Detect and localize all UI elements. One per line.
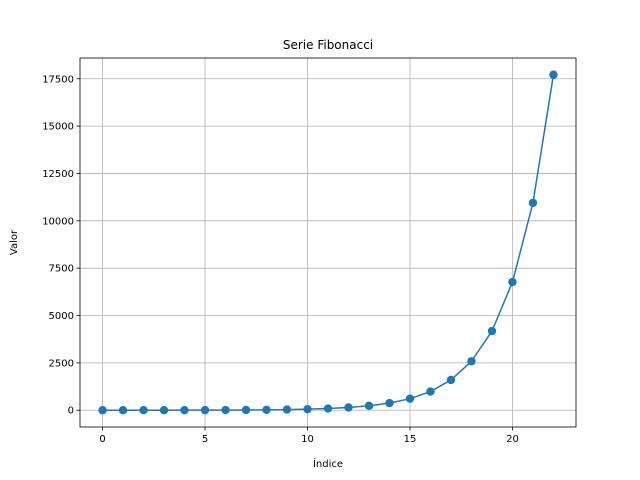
data-point: [385, 398, 394, 408]
plot-series: [98, 70, 558, 415]
x-axis-label: Índice: [313, 457, 343, 470]
y-tick-label: 10000: [42, 216, 74, 227]
y-tick-label: 15000: [42, 122, 74, 133]
data-point: [446, 375, 456, 385]
y-tick-label: 2500: [49, 358, 74, 369]
data-point: [303, 404, 312, 414]
data-point: [262, 405, 271, 415]
y-axis-label: Valor: [9, 229, 20, 255]
data-point: [528, 198, 538, 208]
x-tick-label: 5: [202, 434, 208, 445]
y-tick-label: 5000: [49, 311, 74, 322]
data-point: [180, 405, 189, 415]
data-point: [159, 405, 169, 415]
data-point: [426, 387, 435, 396]
data-point: [405, 394, 415, 403]
data-point: [323, 404, 333, 413]
data-point: [282, 405, 292, 414]
x-tick-label: 10: [301, 434, 314, 445]
data-point: [549, 70, 558, 79]
y-tick-label: 0: [68, 406, 74, 417]
data-point: [139, 406, 148, 415]
data-point: [487, 326, 497, 336]
x-tick-label: 20: [506, 434, 519, 445]
y-tick-label: 12500: [42, 169, 74, 180]
data-point: [364, 401, 374, 411]
chart-title: Serie Fibonacci: [283, 38, 373, 52]
data-point: [241, 405, 251, 415]
ticks: 0 5 10 15 20 0 2500 5000 7500 10000 12500 15000 1750…: [42, 74, 519, 445]
data-point: [118, 406, 128, 415]
y-tick-label: 17500: [42, 74, 74, 85]
data-point: [98, 406, 107, 415]
data-point: [467, 357, 476, 366]
data-point: [221, 405, 230, 415]
axes-frame: [79, 57, 577, 428]
x-tick-label: 15: [404, 434, 417, 445]
data-point: [200, 405, 210, 415]
data-point: [344, 403, 353, 412]
y-tick-label: 7500: [49, 264, 74, 275]
data-point: [508, 277, 517, 287]
x-tick-label: 0: [99, 434, 105, 445]
